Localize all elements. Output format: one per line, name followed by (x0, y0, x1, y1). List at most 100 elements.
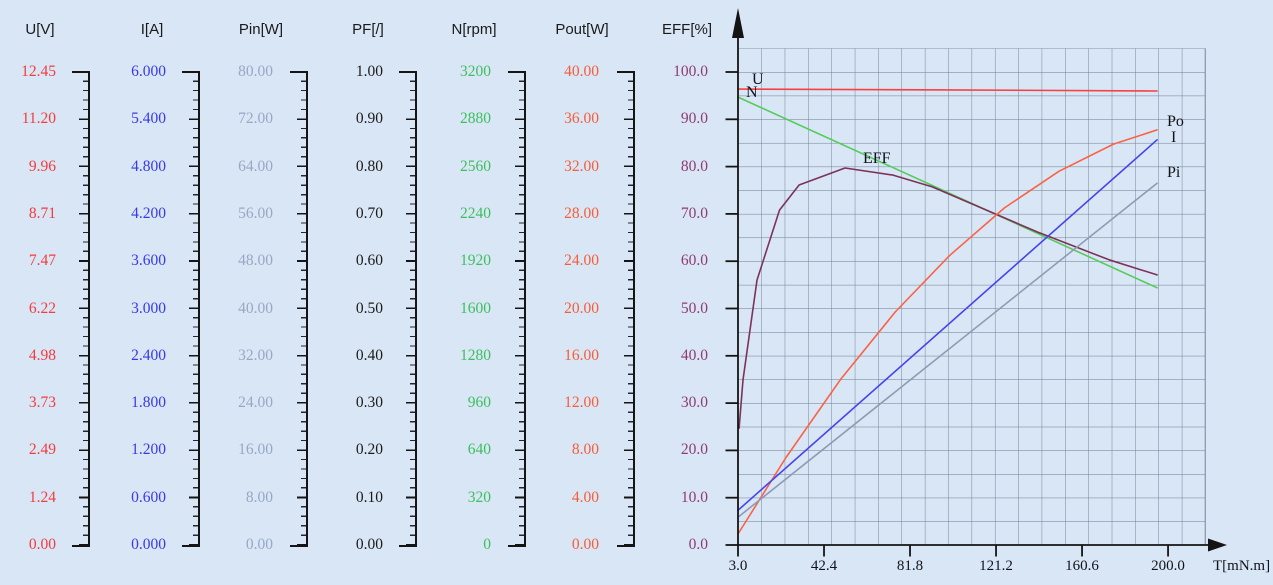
scale-value: 12.00 (564, 394, 599, 412)
scale-value: 70.0 (680, 204, 708, 222)
scale-value: 1600 (460, 299, 491, 317)
scale-value: 1920 (460, 252, 491, 270)
scale-value: 0 (483, 536, 491, 553)
x-axis-tick-labels: 3.0 42.4 81.8 121.2 160.6 200.0 (729, 558, 1185, 574)
scale-value: 20.0 (680, 441, 708, 459)
scale-value: 64.00 (238, 157, 273, 175)
scale-value: 40.0 (680, 346, 708, 364)
scale-ruler-4 (399, 71, 417, 547)
scale-value: 0.600 (131, 488, 166, 506)
scale-value: 7.47 (28, 252, 56, 270)
scale-value: 90.0 (680, 110, 708, 128)
y-axis-arrow-icon (732, 8, 744, 38)
scale-value: 4.800 (131, 157, 166, 175)
scale-value: 2.400 (131, 346, 166, 364)
scale-value: 72.00 (238, 110, 273, 128)
scale-value: 4.98 (28, 346, 56, 364)
x-axis-title: T[mN.m] (1213, 558, 1270, 574)
scale-value: 16.00 (564, 346, 599, 364)
curve-label-pi: Pi (1167, 164, 1181, 181)
x-tick-label: 3.0 (729, 558, 748, 574)
scale-value: 40.00 (564, 63, 599, 80)
scale-value: 0.70 (355, 204, 383, 222)
scale-value: 2560 (460, 157, 491, 175)
curve-po (737, 129, 1158, 535)
scale-value: 0.00 (571, 536, 599, 553)
scale-value: 0.30 (355, 394, 383, 412)
curve-label-eff: EFF (863, 150, 891, 167)
scale-value: 1280 (460, 346, 491, 364)
scale-value: 56.00 (238, 204, 273, 222)
curve-label-i: I (1171, 129, 1176, 146)
scale-value: 320 (467, 488, 491, 506)
curve-eff (738, 167, 1158, 430)
scale-value: 0.50 (355, 299, 383, 317)
column-header-7: EFF[%] (661, 21, 712, 38)
scale-value: 48.00 (238, 252, 273, 270)
scale-value: 32.00 (238, 346, 273, 364)
scale-value: 0.20 (355, 441, 383, 459)
scale-value: 5.400 (131, 110, 166, 128)
scale-value: 0.00 (245, 536, 273, 553)
scale-value: 0.60 (355, 252, 383, 270)
column-header-6: Pout[W] (555, 21, 609, 38)
scale-ruler-2 (182, 71, 200, 547)
curve-i (737, 139, 1158, 512)
scale-value: 36.00 (564, 110, 599, 128)
scale-value: 2.49 (28, 441, 56, 459)
scale-value: 24.00 (238, 394, 273, 412)
scale-value: 0.000 (131, 536, 166, 553)
scale-value: 0.10 (355, 488, 383, 506)
scale-value: 640 (467, 441, 491, 459)
curve-n (737, 96, 1158, 289)
scale-value: 1.00 (355, 63, 383, 80)
scale-value: 2880 (460, 110, 491, 128)
curve-label-n: N (746, 84, 758, 101)
torque-chart: 3.0 42.4 81.8 121.2 160.6 200.0 T[mN.m] UN EFF… (725, 8, 1270, 574)
scale-value: 8.71 (28, 204, 56, 222)
scale-value: 4.00 (571, 488, 599, 506)
x-tick-label: 81.8 (897, 558, 923, 574)
scale-value: 1.200 (131, 441, 166, 459)
scale-value: 0.40 (355, 346, 383, 364)
scale-value: 32.00 (564, 157, 599, 175)
curve-label-po: Po (1167, 113, 1184, 130)
scale-value: 50.0 (680, 299, 708, 317)
curve-u (737, 88, 1158, 92)
scale-value: 60.0 (680, 252, 708, 270)
x-axis-arrow-icon (1208, 538, 1227, 552)
x-tick-label: 200.0 (1151, 558, 1185, 574)
scale-value: 0.00 (355, 536, 383, 553)
scale-value: 1.800 (131, 394, 166, 412)
scale-value: 3200 (460, 63, 491, 80)
column-header-3: Pin[W] (238, 21, 284, 38)
x-tick-label: 42.4 (811, 558, 838, 574)
scale-value: 4.200 (131, 204, 166, 222)
scale-value: 3.000 (131, 299, 166, 317)
scale-value: 100.0 (673, 63, 708, 80)
chart-grid (738, 48, 1206, 545)
column-header-2: I[A] (140, 21, 164, 38)
x-axis-ticks (737, 545, 1169, 557)
scale-value: 30.0 (680, 394, 708, 412)
scale-value: 1.24 (28, 488, 56, 506)
scale-value: 8.00 (245, 488, 273, 506)
curve-labels: UN EFF PoI Pi (746, 71, 1184, 181)
scale-value: 10.0 (680, 488, 708, 506)
scale-value: 80.0 (680, 157, 708, 175)
scale-value: 3.600 (131, 252, 166, 270)
scale-value: 6.22 (28, 299, 56, 317)
scale-value: 9.96 (28, 157, 56, 175)
scale-value: 80.00 (238, 63, 273, 80)
axes (737, 26, 1210, 546)
scale-value: 0.90 (355, 110, 383, 128)
scale-ruler-1 (72, 71, 90, 547)
x-tick-label: 121.2 (979, 558, 1013, 574)
scale-ruler-3 (290, 71, 308, 547)
curve-pi (737, 182, 1158, 519)
scale-value: 20.00 (564, 299, 599, 317)
scale-value: 40.00 (238, 299, 273, 317)
scale-value: 0.0 (688, 536, 708, 553)
scale-value: 2240 (460, 204, 491, 222)
